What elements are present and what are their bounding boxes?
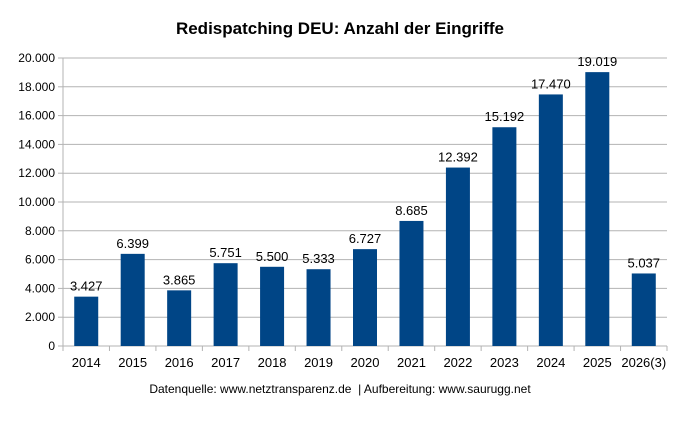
y-tick-label: 6.000 [25, 253, 55, 267]
source-note: Datenquelle: www.netztransparenz.de | Au… [149, 382, 531, 396]
data-label: 12.392 [438, 150, 478, 165]
data-label: 5.500 [256, 249, 289, 264]
bar-2025 [585, 72, 610, 346]
bar-2018 [260, 266, 285, 346]
bar-2017 [213, 263, 238, 346]
data-label: 6.399 [116, 236, 149, 251]
data-label: 6.727 [349, 231, 382, 246]
bar-2022 [445, 167, 470, 346]
data-label: 5.037 [627, 255, 660, 270]
x-tick-label: 2025 [583, 355, 612, 370]
x-tick-label: 2021 [397, 355, 426, 370]
x-tick-label: 2019 [304, 355, 333, 370]
y-tick-label: 8.000 [25, 224, 55, 238]
y-tick-label: 12.000 [18, 166, 55, 180]
x-tick-label: 2016 [165, 355, 194, 370]
x-tick-label: 2020 [351, 355, 380, 370]
bar-2015 [120, 253, 145, 346]
bar-2021 [399, 220, 424, 346]
x-tick-label: 2024 [536, 355, 565, 370]
bar-2023 [492, 127, 517, 346]
y-tick-label: 10.000 [18, 195, 55, 209]
y-tick-label: 2.000 [25, 310, 55, 324]
y-tick-label: 4.000 [25, 281, 55, 295]
data-label: 17.470 [531, 76, 571, 91]
x-tick-label: 2026(3) [621, 355, 666, 370]
data-label: 5.751 [209, 245, 242, 260]
y-tick-label: 0 [48, 339, 55, 353]
data-label: 5.333 [302, 251, 335, 266]
y-tick-label: 16.000 [18, 109, 55, 123]
data-label: 15.192 [485, 109, 525, 124]
bar-2026(3) [631, 273, 656, 346]
x-tick-label: 2015 [118, 355, 147, 370]
data-label: 3.865 [163, 272, 196, 287]
bar-2020 [353, 249, 377, 346]
x-tick-label: 2023 [490, 355, 519, 370]
bar-2014 [74, 296, 99, 346]
x-tick-label: 2022 [443, 355, 472, 370]
bar-2019 [306, 269, 331, 346]
bar-2016 [167, 290, 192, 346]
data-label: 19.019 [577, 54, 617, 69]
y-tick-label: 20.000 [18, 51, 55, 65]
x-tick-label: 2017 [211, 355, 240, 370]
chart-title: Redispatching DEU: Anzahl der Eingriffe [176, 19, 504, 38]
data-label: 3.427 [70, 279, 103, 294]
y-tick-label: 18.000 [18, 80, 55, 94]
x-tick-label: 2014 [72, 355, 101, 370]
x-tick-label: 2018 [258, 355, 287, 370]
data-label: 8.685 [395, 203, 428, 218]
bar-2024 [538, 94, 563, 346]
y-tick-label: 14.000 [18, 137, 55, 151]
